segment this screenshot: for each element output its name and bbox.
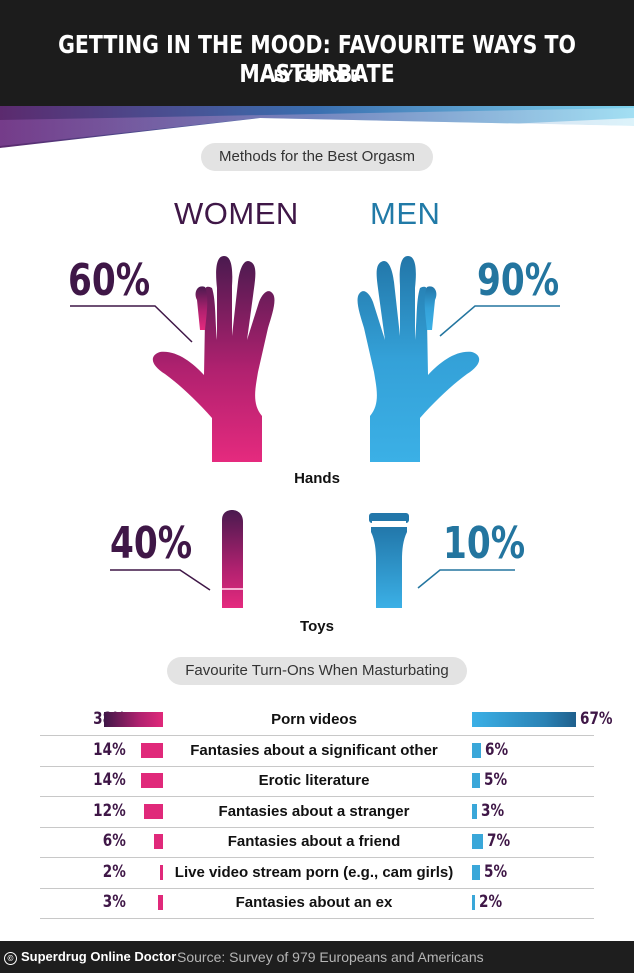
men-hand-icon [357, 256, 480, 462]
women-bar [159, 864, 163, 880]
footer-source: Source: Survey of 979 Europeans and Amer… [177, 949, 484, 965]
category-label: Fantasies about a significant other [190, 741, 438, 759]
men-value-label: 3% [480, 800, 504, 821]
women-label: WOMEN [174, 196, 299, 231]
footer-brand: © Superdrug Online Doctor [4, 949, 176, 965]
section-pill-turnons: Favourite Turn-Ons When Masturbating [167, 657, 467, 685]
women-toys-value: 40% [110, 518, 193, 569]
women-value-label: 12% [93, 800, 126, 821]
women-bar [104, 712, 163, 727]
men-bar [472, 773, 480, 788]
women-bar [141, 742, 163, 758]
section-pill-methods: Methods for the Best Orgasm [201, 143, 433, 171]
category-label: Fantasies about a friend [227, 833, 401, 850]
men-value-label: 67% [580, 709, 613, 729]
men-toys-pointer [417, 569, 515, 589]
men-value-label: 2% [479, 892, 503, 912]
men-bar [472, 864, 480, 880]
women-bar [153, 834, 163, 849]
vibrator-icon [222, 510, 243, 608]
header-banner: GETTING IN THE MOOD: FAVOURITE WAYS TO M… [0, 0, 634, 148]
men-bar [472, 895, 476, 910]
category-hands: Hands [294, 470, 340, 487]
men-label: MEN [370, 196, 441, 231]
men-toys-value: 10% [443, 518, 526, 569]
category-label: Erotic literature [258, 772, 370, 789]
table-row: 14% Fantasies about a significant other 6% [40, 736, 594, 767]
women-bar [144, 803, 163, 819]
women-hands-pointer [70, 305, 193, 343]
men-value-label: 6% [485, 739, 509, 760]
men-bar [472, 712, 576, 727]
table-row: 2% Live video stream porn (e.g., cam girl… [40, 858, 594, 889]
women-value-label: 3% [102, 892, 126, 912]
category-label: Fantasies about a stranger [218, 802, 410, 820]
table-row: 6% Fantasies about a friend 7% [40, 827, 594, 858]
men-hands-value: 90% [477, 255, 560, 306]
women-bar [158, 895, 163, 910]
men-bar [472, 803, 477, 819]
footer: © Superdrug Online Doctor Source: Survey … [0, 941, 634, 973]
table-row: 3% Fantasies about an ex 2% [40, 888, 594, 919]
men-value-label: 7% [486, 831, 510, 851]
women-value-label: 2% [102, 861, 126, 882]
header-background [0, 0, 634, 148]
methods-illustration [70, 256, 560, 608]
table-row: 14% Erotic literature 5% [40, 766, 594, 797]
men-hands-pointer [439, 305, 560, 337]
men-bar [472, 834, 483, 849]
page-subtitle: BY GENDER [273, 66, 361, 85]
women-bar [141, 773, 163, 788]
copyright-icon: © [4, 952, 17, 965]
men-bar [472, 742, 482, 758]
category-label: Fantasies about an ex [235, 894, 393, 911]
women-value-label: 14% [93, 739, 126, 760]
page-title: GETTING IN THE MOOD: FAVOURITE WAYS TO M… [58, 30, 576, 88]
women-toys-pointer [110, 569, 211, 591]
men-value-label: 5% [483, 770, 507, 790]
category-label: Porn videos [271, 711, 357, 728]
women-hands-value: 60% [68, 255, 151, 306]
women-value-label: 6% [102, 831, 126, 851]
women-hand-icon [152, 256, 275, 462]
cup-toy-icon [369, 513, 409, 608]
men-value-label: 5% [483, 861, 507, 882]
table-row: 12% Fantasies about a stranger 3% [40, 797, 594, 828]
women-value-label: 14% [93, 770, 126, 790]
footer-brand-text: Superdrug Online Doctor [21, 949, 177, 964]
category-toys: Toys [300, 618, 334, 635]
category-label: Live video stream porn (e.g., cam girls) [174, 863, 454, 881]
